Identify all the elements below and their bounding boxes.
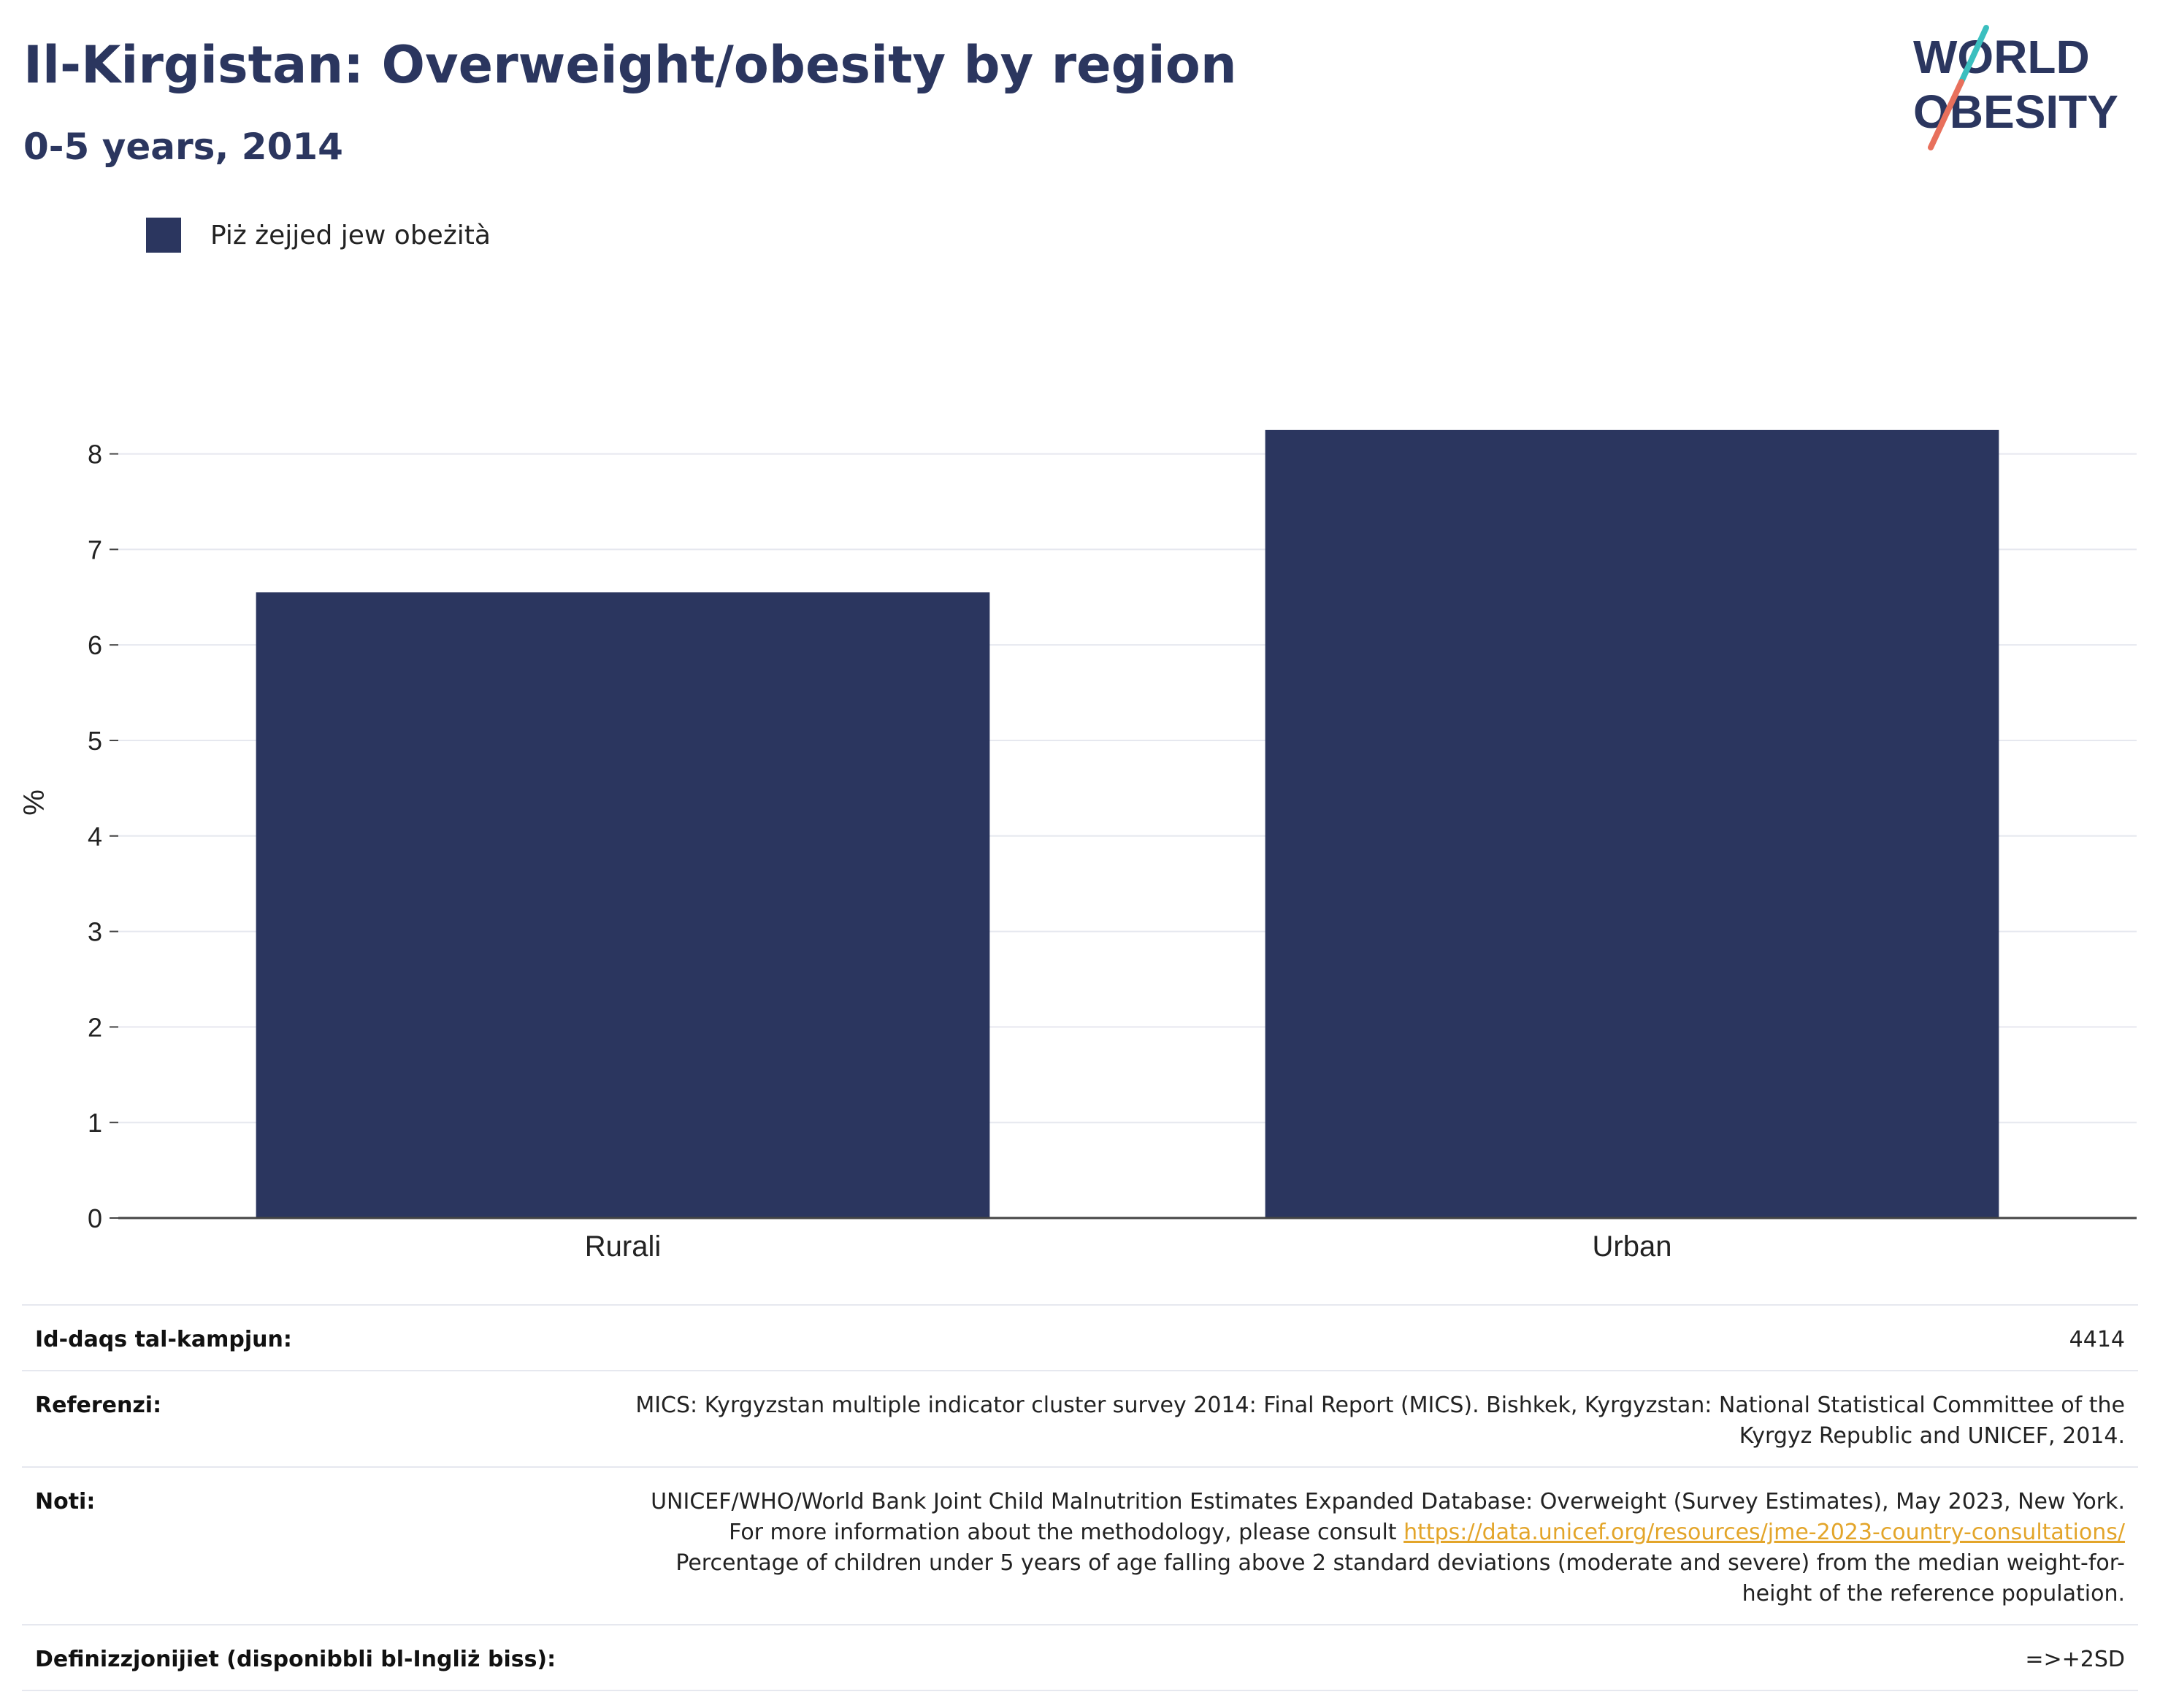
y-tick-label: 2 xyxy=(88,1012,102,1042)
y-tick-label: 4 xyxy=(88,822,102,851)
bar-rurali xyxy=(256,592,990,1218)
references-label: Referenzi: xyxy=(22,1370,603,1468)
notes-value: UNICEF/WHO/World Bank Joint Child Malnut… xyxy=(603,1466,2138,1625)
legend-swatch xyxy=(146,218,181,253)
sample-size-value: 4414 xyxy=(603,1304,2138,1371)
definitions-row: Definizzjonijiet (disponibbli bl-Ingliż … xyxy=(22,1624,2138,1691)
x-tick-label: Rurali xyxy=(585,1230,661,1263)
sample-size-row: Id-daqs tal-kampjun: 4414 xyxy=(22,1304,2138,1371)
legend-label: Piż żejjed jew obeżità xyxy=(210,220,491,250)
methodology-link[interactable]: https://data.unicef.org/resources/jme-20… xyxy=(1403,1520,2125,1545)
y-tick-label: 3 xyxy=(88,917,102,947)
definitions-label: Definizzjonijiet (disponibbli bl-Ingliż … xyxy=(22,1624,603,1691)
chart-subtitle: 0-5 years, 2014 xyxy=(23,126,343,168)
y-tick-label: 7 xyxy=(88,535,102,564)
definitions-value: =>+2SD xyxy=(603,1624,2138,1691)
world-obesity-logo: WORLD OBESITY xyxy=(1913,25,2118,150)
chart-legend[interactable]: Piż żejjed jew obeżità xyxy=(146,218,491,253)
y-tick-label: 5 xyxy=(88,726,102,756)
y-tick-label: 8 xyxy=(88,440,102,470)
info-table: Id-daqs tal-kampjun: 4414 Referenzi: MIC… xyxy=(22,1304,2138,1691)
bar-urban xyxy=(1265,429,1999,1218)
svg-text:WORLD: WORLD xyxy=(1913,31,2090,83)
x-tick-label: Urban xyxy=(1593,1230,1672,1263)
notes-text-2: Percentage of children under 5 years of … xyxy=(675,1550,2125,1606)
bar-chart: 0 1 2 3 4 5 6 7 8 Rurali Urban% xyxy=(18,429,2137,1263)
references-row: Referenzi: MICS: Kyrgyzstan multiple ind… xyxy=(22,1370,2138,1468)
notes-label: Noti: xyxy=(22,1466,603,1625)
y-tick-label: 1 xyxy=(88,1108,102,1138)
references-value: MICS: Kyrgyzstan multiple indicator clus… xyxy=(603,1370,2138,1468)
y-tick-label: 6 xyxy=(88,630,102,660)
y-axis-title: % xyxy=(18,789,50,816)
notes-row: Noti: UNICEF/WHO/World Bank Joint Child … xyxy=(22,1466,2138,1625)
notes-text-1: UNICEF/WHO/World Bank Joint Child Malnut… xyxy=(651,1489,2125,1545)
y-tick-label: 0 xyxy=(88,1203,102,1233)
chart-title: Il-Kirgistan: Overweight/obesity by regi… xyxy=(23,35,1237,95)
sample-size-label: Id-daqs tal-kampjun: xyxy=(22,1304,603,1371)
